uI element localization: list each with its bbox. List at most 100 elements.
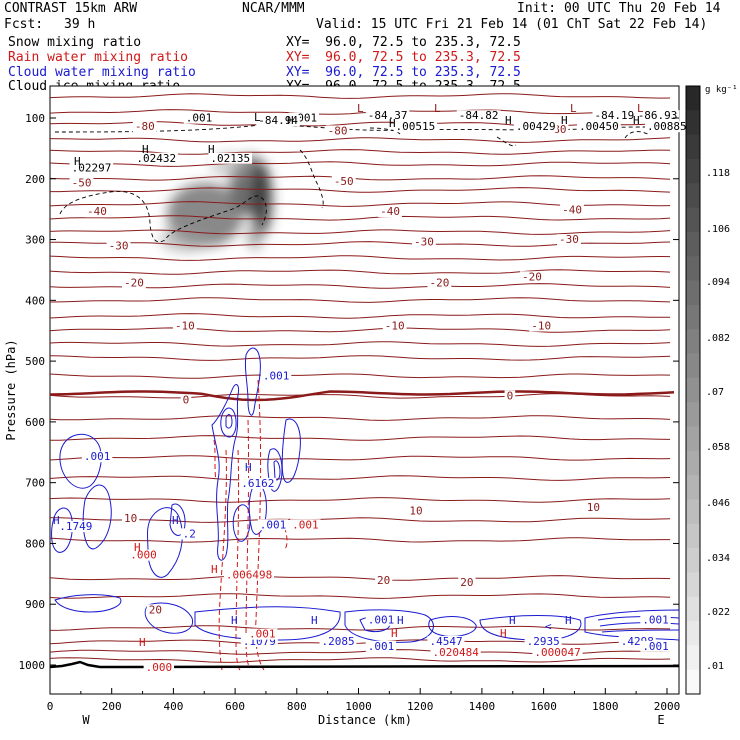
temperature-isotherm <box>50 415 671 421</box>
y-tick-label: 100 <box>25 112 45 125</box>
rain-label: .000 <box>146 661 173 674</box>
temperature-isotherm <box>50 517 671 523</box>
snow-label: .02135 <box>210 152 250 165</box>
rain-high-marker: H <box>391 627 398 640</box>
colorbar-swatch <box>686 377 700 403</box>
snow-label-bg <box>456 110 501 122</box>
x-tick-label: 2000 <box>654 700 681 713</box>
temperature-label-bg <box>458 576 476 588</box>
rain-label-bg <box>143 662 175 674</box>
cloud-water-label-bg <box>240 635 278 647</box>
colorbar-tick-label: .082 <box>706 333 730 344</box>
temperature-isotherm <box>50 455 671 461</box>
snow-label-bg <box>513 121 558 133</box>
cloud-water-label-bg <box>640 614 671 626</box>
rain-high-marker: H <box>500 627 507 640</box>
temperature-isotherm <box>50 283 671 289</box>
snow-labels: .001.001-84.94 -84.37.00515-84.82.00429-8… <box>69 109 689 174</box>
temperature-label: -30 <box>109 239 129 252</box>
field-rain-xy: XY= 96.0, 72.5 to 235.3, 72.5 <box>286 50 521 65</box>
colorbar-swatch <box>686 134 700 160</box>
rain-label-bg <box>246 628 278 640</box>
rain-label: .020484 <box>433 646 480 659</box>
temperature-isotherm <box>50 657 671 663</box>
snow-label-bg <box>134 152 178 164</box>
temperature-isotherm <box>50 435 671 441</box>
colorbar-swatch <box>686 329 700 355</box>
temperature-label: 20 <box>460 576 473 589</box>
colorbar-swatch <box>686 183 700 209</box>
temperature-label: -40 <box>380 205 400 218</box>
cloud-water-label-bg <box>524 635 562 647</box>
colorbar-swatch <box>686 596 700 622</box>
colorbar-swatch <box>686 158 700 184</box>
colorbar-tick-label: .01 <box>706 661 724 672</box>
cloud-water-high-marker: H <box>231 614 238 627</box>
colorbar-swatch <box>686 669 700 695</box>
rain-high-marker: H <box>134 541 141 554</box>
snow-high-marker: H <box>389 117 396 130</box>
cloud-water-label-bg <box>239 477 277 489</box>
temperature-isotherm <box>50 269 671 275</box>
x-tick-label: 400 <box>163 700 183 713</box>
header-valid: Valid: 15 UTC Fri 21 Feb 14 (01 ChT Sat … <box>316 17 708 32</box>
colorbar-tick-label: .106 <box>706 224 730 235</box>
temperature-isotherm <box>50 229 671 235</box>
temperature-label-bg <box>325 125 350 137</box>
colorbar: .118 .106 .094 .082 .07 .058 .046 .034 .022 .01 <box>685 85 730 695</box>
temperature-label: 20 <box>377 574 390 587</box>
rain-label: .001 <box>249 628 275 641</box>
x-tick-label: 1000 <box>345 700 372 713</box>
temperature-label: -40 <box>87 205 107 218</box>
colorbar-swatch <box>686 548 700 573</box>
temperature-label-bg <box>584 502 602 514</box>
snow-label: -84.19 <box>595 109 635 122</box>
cloud-water-label: .2935 <box>527 635 560 648</box>
rain-label: .000 <box>130 549 157 562</box>
rain-label-bg <box>532 646 583 658</box>
rain-label: .001 <box>292 518 319 531</box>
snow-label: -84.94 <box>258 114 298 127</box>
temperature-label-bg <box>520 271 544 283</box>
cloud-water-label: .6162 <box>241 477 274 490</box>
rain-label: .006498 <box>226 569 272 582</box>
x-tick-label: 1200 <box>407 700 434 713</box>
cloud-water-label-bg <box>640 640 671 652</box>
colorbar-tick-label: .034 <box>706 553 730 564</box>
temperature-label: -30 <box>414 236 434 249</box>
temperature-label-bg <box>122 277 146 289</box>
cloud-water-label: .001 <box>368 614 395 627</box>
cloud-water-label-bg <box>257 519 289 531</box>
cloud-water-label: .001 <box>84 450 111 463</box>
x-tick-label: 600 <box>225 700 245 713</box>
cloud-water-label: .001 <box>642 614 669 627</box>
colorbar-swatch <box>686 256 700 282</box>
x-tick-label: 1400 <box>469 700 496 713</box>
x-tick-label: 1600 <box>530 700 557 713</box>
field-cloudwater-xy: XY= 96.0, 72.5 to 235.3, 72.5 <box>286 65 521 80</box>
snow-label: .00515 <box>396 120 436 133</box>
temperature-isotherm <box>50 297 671 303</box>
snow-high-marker: H <box>287 114 294 127</box>
temperature-isotherm <box>50 497 671 503</box>
cloud-water-label: .2 <box>183 527 196 540</box>
snow-label: -84.82 <box>459 109 499 122</box>
colorbar-swatch <box>686 207 700 233</box>
cloud-water-label-bg <box>427 635 465 647</box>
temperature-label-bg <box>560 204 584 216</box>
temperature-label: -10 <box>175 320 195 333</box>
snow-high-marker: H <box>74 155 81 168</box>
temperature-label: -80 <box>328 124 348 137</box>
temp-low-marker: L <box>434 102 441 115</box>
temperature-label: 10 <box>409 504 422 517</box>
temperature-label-bg <box>85 206 109 218</box>
y-tick-label: 1000 <box>19 659 46 672</box>
cloud-water-high-marker: H <box>565 614 572 627</box>
snow-label: .02432 <box>136 152 176 165</box>
colorbar-swatch <box>686 110 700 136</box>
temperature-label-bg <box>529 320 554 332</box>
temperature-isotherm <box>50 341 671 347</box>
temperature-label: -10 <box>385 320 405 333</box>
header-fcst-label: Fcst: <box>4 17 44 32</box>
